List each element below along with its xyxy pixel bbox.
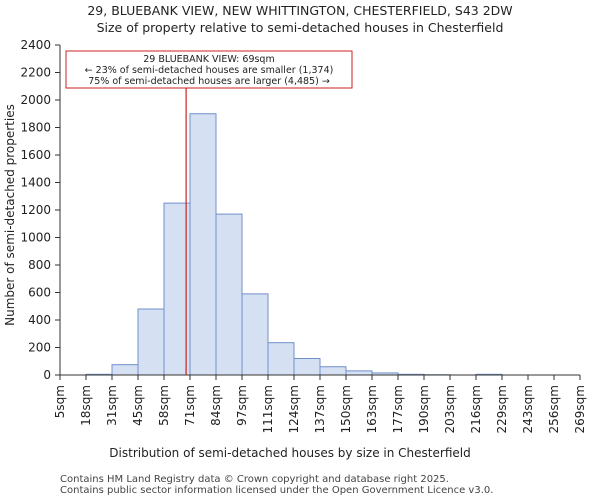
y-tick-label: 1400 [20,176,51,190]
y-axis-label: Number of semi-detached properties [3,104,17,326]
annotation-box: 29 BLUEBANK VIEW: 69sqm ← 23% of semi-de… [65,50,353,89]
x-tick-label: 137sqm [313,385,327,433]
y-axis: 0 200 400 600 800 1000 1200 1400 1600 1800 2000 220… [20,38,61,382]
x-tick-label: 5sqm [53,385,67,418]
y-tick-label: 400 [28,313,51,327]
x-axis-label: Distribution of semi-detached houses by … [109,446,470,460]
footer-licence: Contains public sector information licen… [60,485,494,496]
x-tick-label: 256sqm [547,385,561,433]
y-tick-label: 1200 [20,203,51,217]
x-tick-label: 31sqm [105,385,119,426]
x-tick-label: 58sqm [157,385,171,426]
histogram-bar [241,293,269,376]
annotation-line-2: ← 23% of semi-detached houses are smalle… [85,65,334,76]
histogram-bar [345,370,373,376]
annotation-line-1: 29 BLUEBANK VIEW: 69sqm [143,54,274,65]
x-tick-label: 71sqm [183,385,197,426]
y-tick-label: 0 [43,368,51,382]
x-tick-label: 84sqm [209,385,223,426]
x-tick-label: 190sqm [417,385,431,433]
x-tick-label: 203sqm [443,385,457,433]
bars-group [85,113,503,376]
histogram-bar [137,308,165,376]
y-tick-label: 2400 [20,38,51,52]
y-tick-label: 1800 [20,121,51,135]
y-tick-label: 600 [28,286,51,300]
chart-title: Size of property relative to semi-detach… [96,20,504,35]
y-tick-label: 2200 [20,66,51,80]
y-tick-label: 1000 [20,231,51,245]
y-tick-label: 2000 [20,93,51,107]
x-tick-label: 163sqm [365,385,379,433]
x-axis: 5sqm 18sqm 31sqm 45sqm 58sqm 71sqm 84sqm 97sqm 1… [53,374,587,433]
histogram-bar [293,358,321,376]
x-tick-label: 150sqm [339,385,353,433]
x-tick-label: 18sqm [79,385,93,426]
x-tick-label: 243sqm [521,385,535,433]
histogram-bar [111,364,139,376]
y-tick-label: 1600 [20,148,51,162]
histogram-bar [215,213,243,376]
x-tick-label: 97sqm [235,385,249,426]
x-tick-label: 45sqm [131,385,145,426]
chart-title-address: 29, BLUEBANK VIEW, NEW WHITTINGTON, CHES… [87,3,513,18]
x-tick-label: 269sqm [573,385,587,433]
y-tick-label: 800 [28,258,51,272]
y-tick-label: 200 [28,341,51,355]
annotation-line-3: 75% of semi-detached houses are larger (… [88,76,330,87]
histogram-bar [267,342,295,376]
histogram-bar [189,113,217,376]
x-tick-label: 111sqm [261,385,275,433]
x-tick-label: 216sqm [469,385,483,433]
footer-copyright: Contains HM Land Registry data © Crown c… [60,474,449,485]
histogram-bar [319,366,347,376]
x-tick-label: 124sqm [287,385,301,433]
x-tick-label: 177sqm [391,385,405,433]
x-tick-label: 229sqm [495,385,509,433]
